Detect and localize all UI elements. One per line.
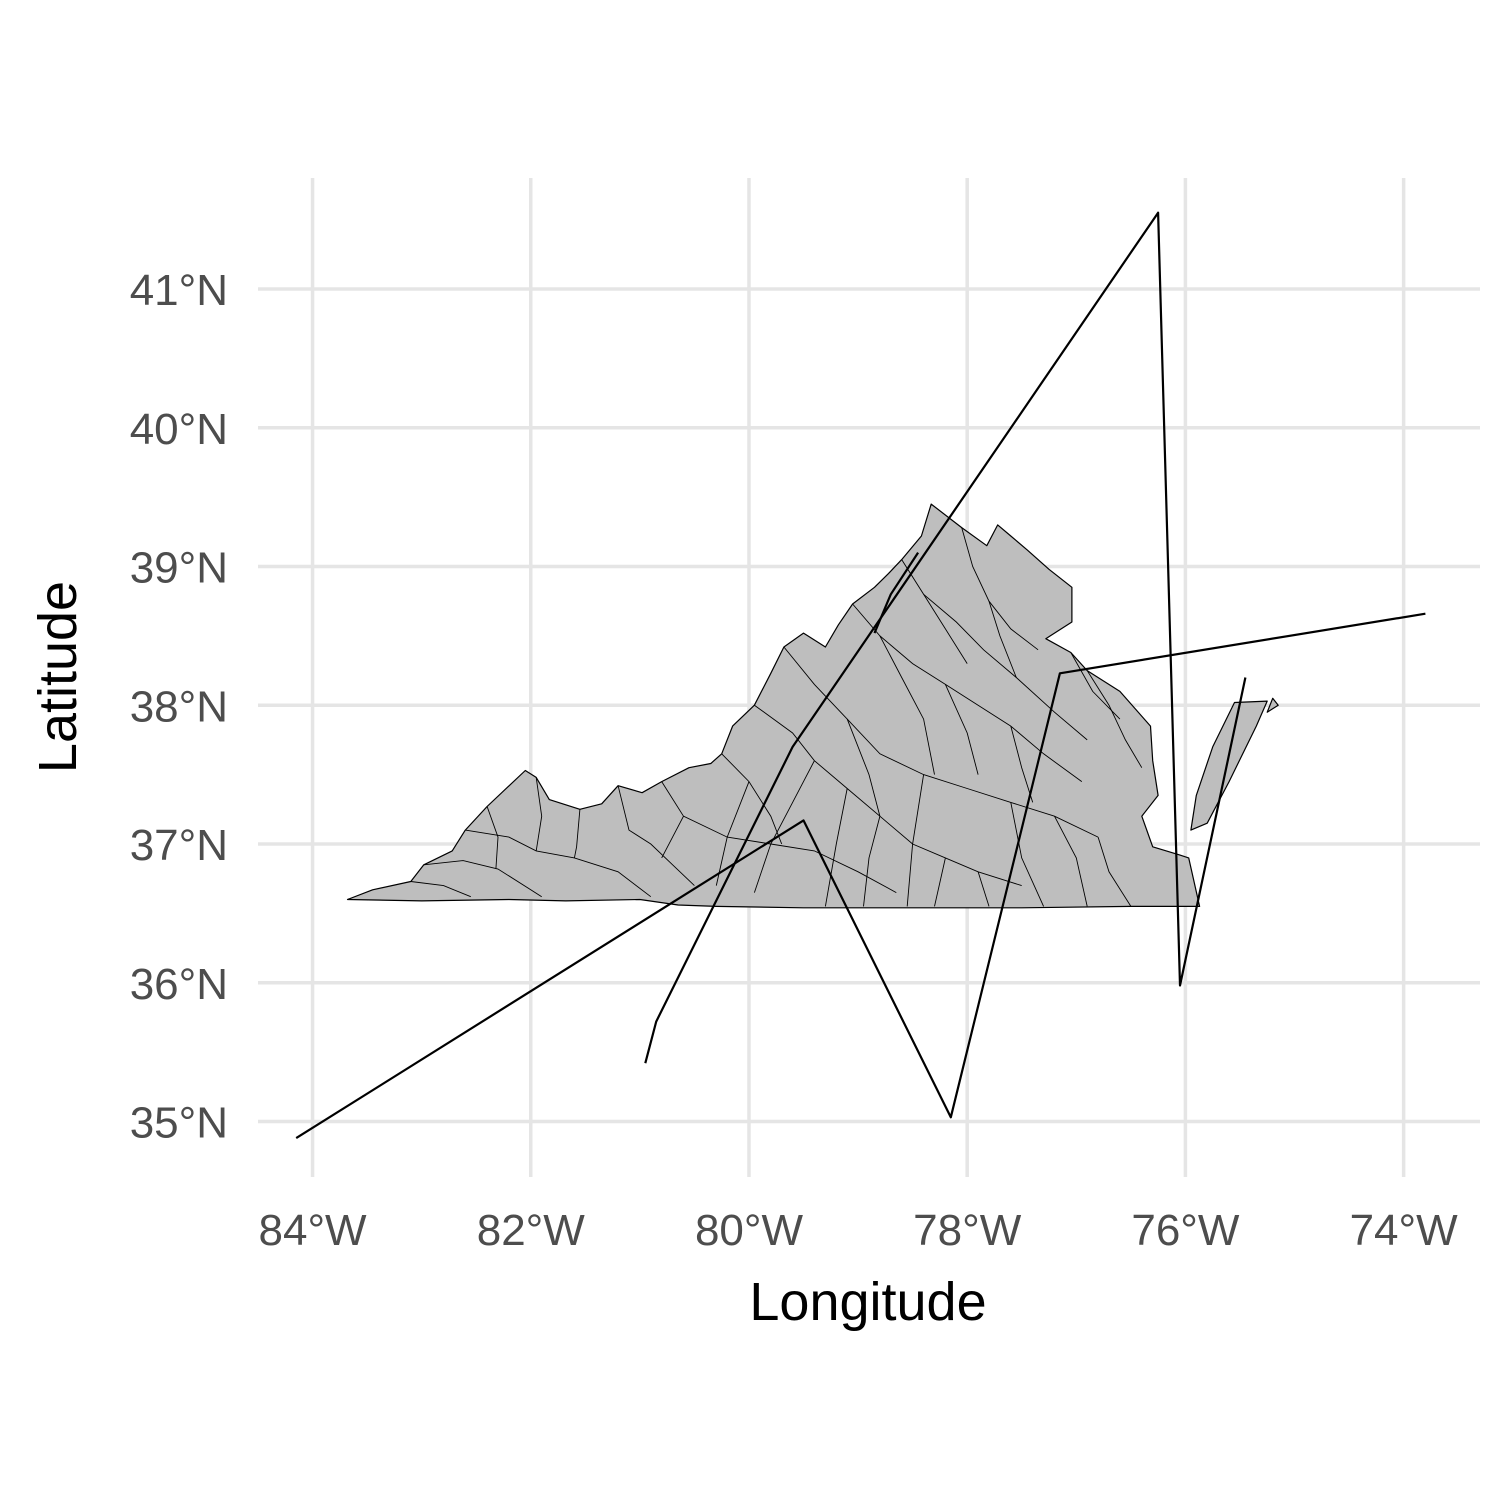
y-tick-label: 41°N xyxy=(130,266,228,315)
x-axis-title: Longitude xyxy=(749,1272,986,1332)
y-tick-label: 35°N xyxy=(130,1099,228,1148)
county-boundary xyxy=(846,718,881,817)
virginia-counties-map xyxy=(346,503,1279,909)
x-tick-label: 82°W xyxy=(477,1206,586,1255)
state-outline xyxy=(346,503,1201,909)
county-boundary xyxy=(573,809,581,858)
county-boundary xyxy=(977,871,990,907)
county-boundary xyxy=(715,781,750,886)
county-boundary xyxy=(934,857,946,907)
county-boundary xyxy=(863,816,881,907)
track-line xyxy=(295,612,1426,1140)
county-boundary xyxy=(988,601,1017,678)
y-tick-label: 39°N xyxy=(130,544,228,593)
county-boundary xyxy=(1097,836,1132,907)
county-boundary xyxy=(721,753,783,845)
track-line xyxy=(644,211,1247,1064)
county-boundary xyxy=(617,785,695,886)
y-axis-ticks: 35°N 36°N 37°N 38°N 39°N 40°N 41°N xyxy=(130,266,228,1148)
county-boundary xyxy=(1010,725,1034,803)
y-axis-title: Latitude xyxy=(28,581,88,773)
county-boundary xyxy=(486,806,499,870)
county-boundary xyxy=(852,603,1083,782)
y-tick-label: 40°N xyxy=(130,405,228,454)
county-boundary xyxy=(824,788,848,907)
county-boundary xyxy=(1070,652,1121,720)
county-boundary xyxy=(423,860,542,898)
y-tick-label: 38°N xyxy=(130,682,228,731)
x-tick-label: 84°W xyxy=(259,1206,368,1255)
county-boundary xyxy=(944,684,979,775)
county-boundary xyxy=(906,774,925,907)
x-tick-label: 76°W xyxy=(1131,1206,1240,1255)
x-tick-label: 80°W xyxy=(695,1206,804,1255)
county-boundary xyxy=(879,635,935,775)
county-boundary xyxy=(465,829,652,898)
x-tick-label: 78°W xyxy=(913,1206,1022,1255)
county-boundary xyxy=(1086,670,1143,768)
x-axis-ticks: 84°W 82°W 80°W 78°W 76°W 74°W xyxy=(259,1206,1459,1255)
y-tick-label: 36°N xyxy=(130,960,228,1009)
county-boundary xyxy=(410,881,471,898)
track-line xyxy=(873,551,920,634)
eastern-shore-island xyxy=(1266,697,1279,713)
y-tick-label: 37°N xyxy=(130,821,228,870)
county-boundary xyxy=(661,815,684,859)
county-boundary xyxy=(753,760,815,893)
track-lines xyxy=(295,211,1426,1140)
county-boundary xyxy=(1054,815,1088,907)
eastern-shore-island xyxy=(1190,700,1268,831)
x-tick-label: 74°W xyxy=(1350,1206,1459,1255)
county-boundary xyxy=(1010,802,1045,907)
county-boundary xyxy=(535,777,543,851)
county-boundary xyxy=(923,594,968,664)
